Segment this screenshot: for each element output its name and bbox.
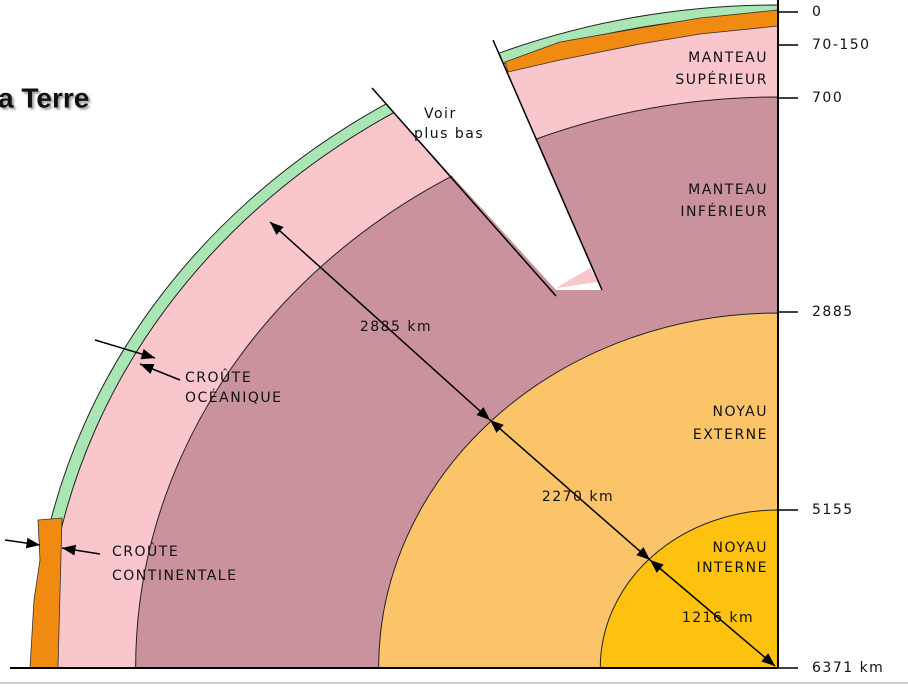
depth-label: 70-150	[812, 37, 871, 53]
depth-ticks	[778, 12, 798, 668]
layer-label: MANTEAU	[688, 50, 768, 66]
depth-label: 5155	[812, 502, 854, 518]
depth-label: 700	[812, 90, 843, 106]
layer-label: CONTINENTALE	[112, 568, 237, 584]
thickness-label: 2885 km	[360, 319, 432, 335]
layer-label: SUPÉRIEUR	[675, 71, 768, 88]
continental-crust	[30, 518, 62, 668]
earth-diagram: a Terre 0 70-150 700 2885 5155 6371 km M…	[0, 0, 908, 687]
crust-arrow	[5, 540, 40, 545]
layer-label: NOYAU	[712, 404, 768, 420]
layer-label: CROÛTE	[112, 542, 179, 560]
thickness-label: 1216 km	[682, 610, 754, 626]
layer-label: EXTERNE	[693, 427, 768, 443]
title: a Terre	[0, 82, 89, 113]
layer-label: OCÉANIQUE	[185, 389, 282, 406]
note: Voir	[424, 106, 457, 122]
layer-label: INTERNE	[696, 560, 768, 576]
depth-label: 6371 km	[812, 660, 884, 676]
note: plus bas	[414, 126, 484, 142]
layer-label: MANTEAU	[688, 182, 768, 198]
layer-label: NOYAU	[712, 540, 768, 556]
layer-label: INFÉRIEUR	[680, 203, 768, 220]
depth-label: 0	[812, 4, 822, 20]
thickness-label: 2270 km	[542, 489, 614, 505]
depth-label: 2885	[812, 304, 854, 320]
layer-label: CROÛTE	[185, 368, 252, 386]
